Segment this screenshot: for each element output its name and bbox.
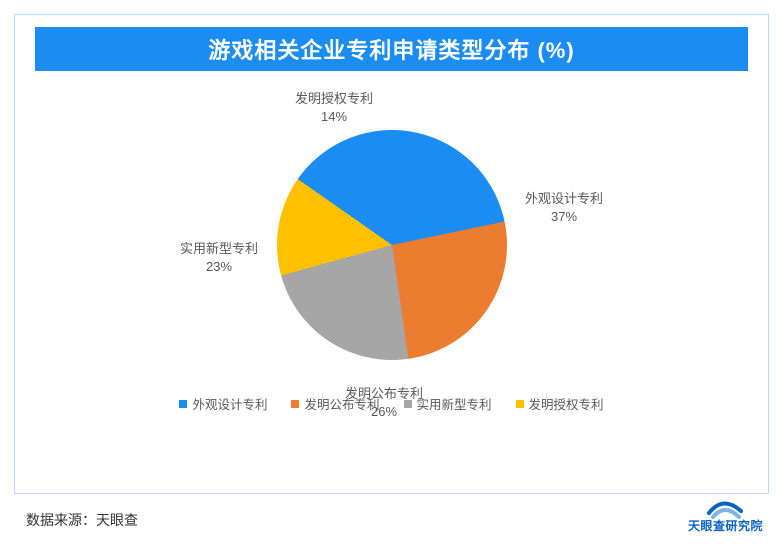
legend-item-0: 外观设计专利: [179, 394, 267, 413]
legend-label-1: 发明公布专利: [304, 394, 379, 413]
brand-logo-text: 天眼查研究院: [688, 517, 763, 534]
root: 游戏相关企业专利申请类型分布 (%) 外观设计专利 37% 发明公布专利 26%…: [0, 0, 783, 544]
slice-label-3-pct: 14%: [321, 109, 347, 124]
legend-swatch-3: [516, 400, 524, 408]
chart-area: 外观设计专利 37% 发明公布专利 26% 实用新型专利 23% 发明授权专利 …: [15, 85, 768, 433]
chart-card: 游戏相关企业专利申请类型分布 (%) 外观设计专利 37% 发明公布专利 26%…: [14, 14, 769, 494]
legend-swatch-2: [404, 400, 412, 408]
legend: 外观设计专利 发明公布专利 实用新型专利 发明授权专利: [15, 394, 768, 413]
slice-label-3-name: 发明授权专利: [295, 91, 373, 106]
brand-logo-icon: [705, 493, 745, 519]
brand-logo: 天眼查研究院: [688, 493, 763, 534]
slice-label-2-pct: 23%: [206, 259, 232, 274]
slice-label-0-name: 外观设计专利: [525, 191, 603, 206]
slice-label-0-pct: 37%: [551, 209, 577, 224]
chart-title: 游戏相关企业专利申请类型分布 (%): [35, 27, 748, 71]
slice-label-2: 实用新型专利 23%: [180, 240, 258, 275]
legend-item-1: 发明公布专利: [291, 394, 379, 413]
legend-swatch-0: [179, 400, 187, 408]
legend-label-2: 实用新型专利: [417, 394, 492, 413]
slice-label-3: 发明授权专利 14%: [295, 90, 373, 125]
slice-label-2-name: 实用新型专利: [180, 241, 258, 256]
legend-label-3: 发明授权专利: [529, 394, 604, 413]
legend-label-0: 外观设计专利: [192, 394, 267, 413]
data-source-label: 数据来源：天眼查: [26, 510, 138, 530]
slice-label-0: 外观设计专利 37%: [525, 190, 603, 225]
pie-chart: [277, 130, 507, 360]
legend-swatch-1: [291, 400, 299, 408]
legend-item-3: 发明授权专利: [516, 394, 604, 413]
pie-wrap: [277, 130, 507, 360]
legend-item-2: 实用新型专利: [404, 394, 492, 413]
